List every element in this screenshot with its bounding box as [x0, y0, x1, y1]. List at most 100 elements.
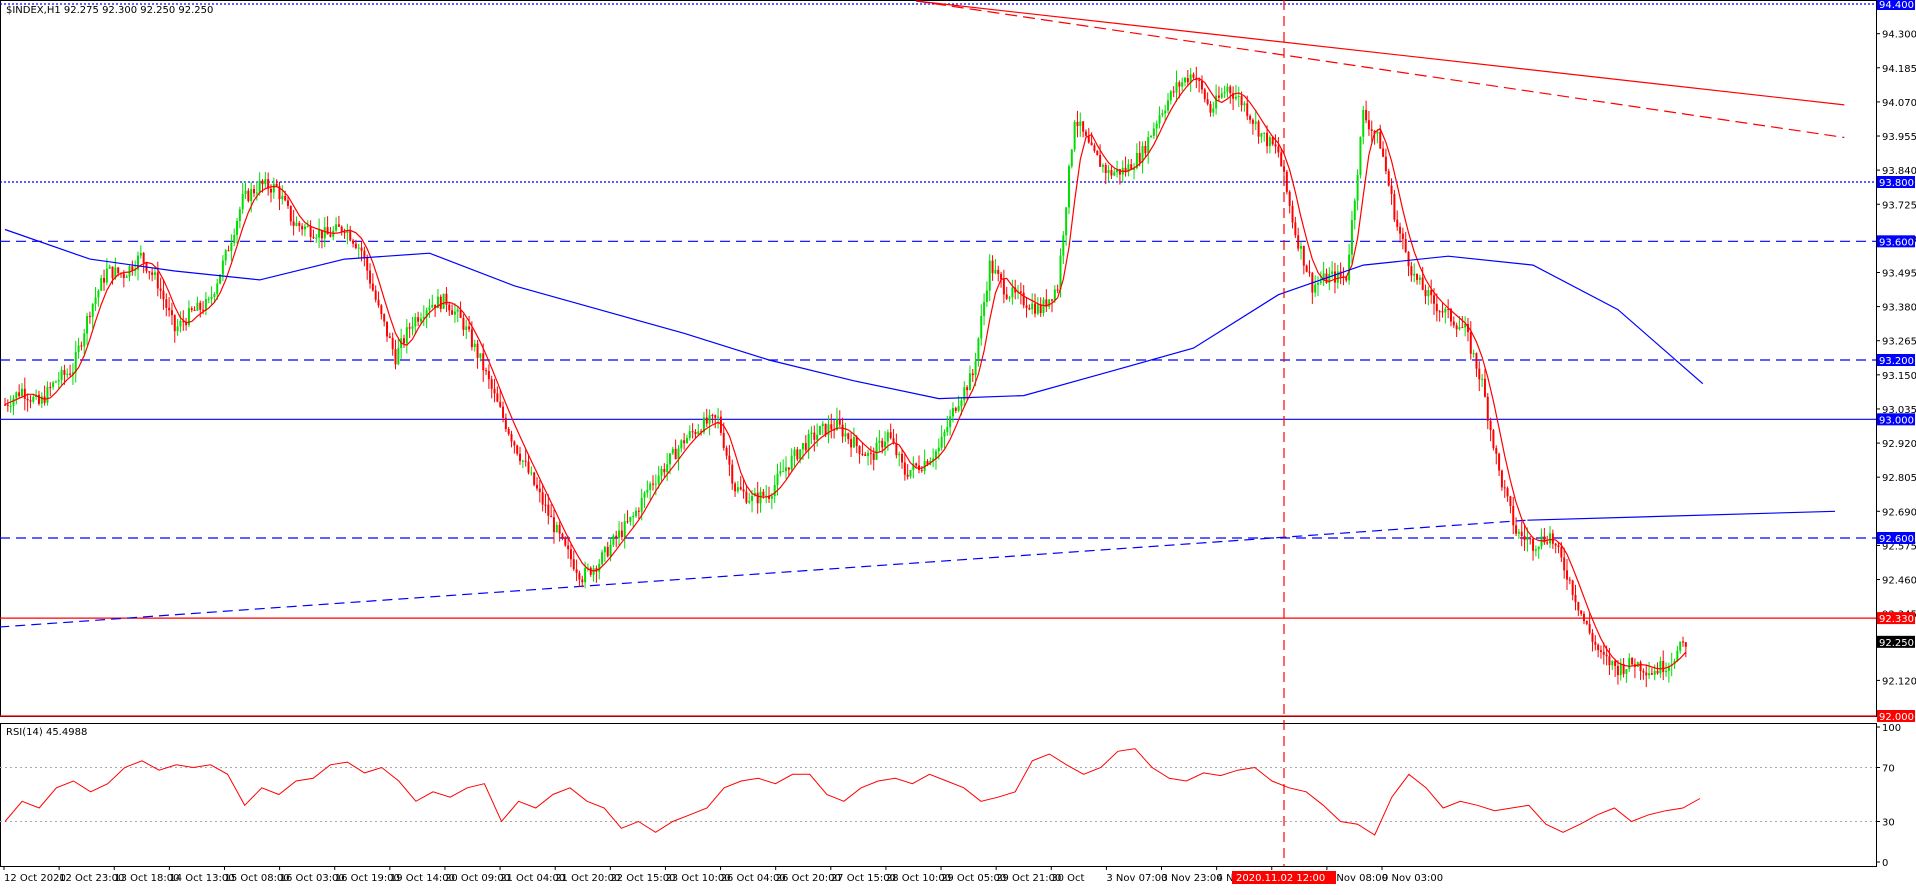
candle-body — [83, 333, 86, 347]
candle-body — [1628, 657, 1631, 670]
candle-body — [1319, 281, 1322, 283]
candle-body — [637, 510, 640, 512]
candle-body — [926, 461, 929, 465]
candle-body — [575, 569, 578, 574]
candle-body — [1350, 220, 1353, 255]
candle-body — [1042, 299, 1045, 314]
candle-body — [1407, 251, 1410, 267]
candle-body — [1220, 93, 1223, 98]
candle-body — [1483, 378, 1486, 397]
candle-body — [1203, 89, 1206, 100]
candle-body — [1631, 657, 1634, 665]
candle-body — [847, 433, 850, 440]
candle-body — [615, 535, 618, 538]
candle-body — [734, 483, 737, 492]
candle-body — [1028, 307, 1031, 310]
candle-body — [722, 432, 725, 448]
candle-body — [411, 326, 414, 329]
candle-body — [224, 250, 227, 261]
candle-body — [267, 179, 270, 189]
candle-body — [1515, 525, 1518, 534]
candle-body — [1285, 171, 1288, 192]
candle-body — [1048, 299, 1051, 307]
candle-body — [1416, 273, 1419, 280]
candle-body — [210, 296, 213, 299]
candle-body — [233, 234, 236, 243]
candle-body — [1263, 132, 1266, 134]
candle-body — [623, 521, 626, 538]
candle-body — [1101, 164, 1104, 167]
current-price-bg — [1877, 635, 1915, 648]
candle-body — [1302, 245, 1305, 266]
candle-body — [1653, 670, 1656, 675]
main-pane-frame — [0, 0, 1877, 717]
candle-body — [442, 293, 445, 309]
candle-body — [326, 227, 329, 235]
candle-body — [1167, 100, 1170, 111]
candle-body — [1665, 670, 1668, 673]
candle-body — [1164, 110, 1167, 114]
candle-body — [1348, 254, 1351, 281]
candle-body — [1568, 579, 1571, 581]
candle-body — [1223, 91, 1226, 94]
candle-body — [1582, 613, 1585, 622]
candle-body — [1602, 651, 1605, 655]
candle-body — [383, 314, 386, 322]
candle-body — [1189, 74, 1192, 83]
candle-body — [872, 453, 875, 460]
candle-body — [1099, 155, 1102, 167]
candle-body — [131, 266, 134, 271]
candle-body — [898, 453, 901, 456]
candle-body — [785, 467, 787, 472]
chart-header: $INDEX,H1 92.275 92.300 92.250 92.250 — [6, 5, 213, 16]
candle-body — [405, 327, 408, 344]
candle-body — [1206, 99, 1209, 105]
candle-body — [66, 373, 69, 375]
candle-body — [1376, 131, 1379, 134]
candle-body — [1014, 287, 1017, 293]
candle-body — [1418, 277, 1421, 280]
candle-body — [335, 224, 338, 231]
candle-body — [714, 415, 717, 418]
y-tick-label: 93.495 — [1882, 268, 1916, 279]
candle-body — [937, 447, 940, 452]
candle-body — [578, 573, 581, 580]
candle-body — [1333, 271, 1336, 283]
candle-body — [1684, 642, 1687, 647]
candle-body — [869, 452, 872, 454]
candle-body — [261, 180, 264, 185]
candle-body — [151, 272, 154, 275]
candle-body — [1249, 115, 1252, 120]
candle-body — [1011, 287, 1014, 298]
candle-body — [1079, 121, 1082, 126]
candle-body — [1413, 273, 1416, 276]
candle-body — [289, 205, 292, 222]
candle-body — [1563, 557, 1566, 571]
candle-body — [901, 453, 904, 463]
candle-body — [581, 579, 584, 583]
candle-body — [425, 310, 428, 317]
candle-body — [1257, 121, 1260, 137]
candle-body — [544, 504, 547, 506]
candle-body — [971, 373, 974, 376]
candle-body — [306, 226, 309, 228]
candle-body — [105, 268, 108, 283]
candle-body — [1002, 279, 1005, 295]
candle-body — [702, 417, 705, 433]
candle-body — [352, 240, 355, 244]
falling-trendline-solid — [916, 0, 1845, 106]
candle-body — [1382, 148, 1385, 157]
candle-body — [77, 345, 80, 353]
candle-body — [436, 296, 439, 309]
candle-body — [1362, 109, 1365, 137]
candle-body — [1067, 166, 1070, 208]
candle-body — [1469, 332, 1472, 354]
candle-body — [46, 386, 49, 403]
candle-body — [1430, 290, 1433, 296]
candle-body — [1534, 549, 1537, 551]
candle-body — [479, 353, 482, 358]
candle-body — [428, 307, 431, 311]
candle-body — [1229, 86, 1232, 94]
candle-body — [1509, 496, 1512, 506]
candle-body — [915, 463, 918, 466]
